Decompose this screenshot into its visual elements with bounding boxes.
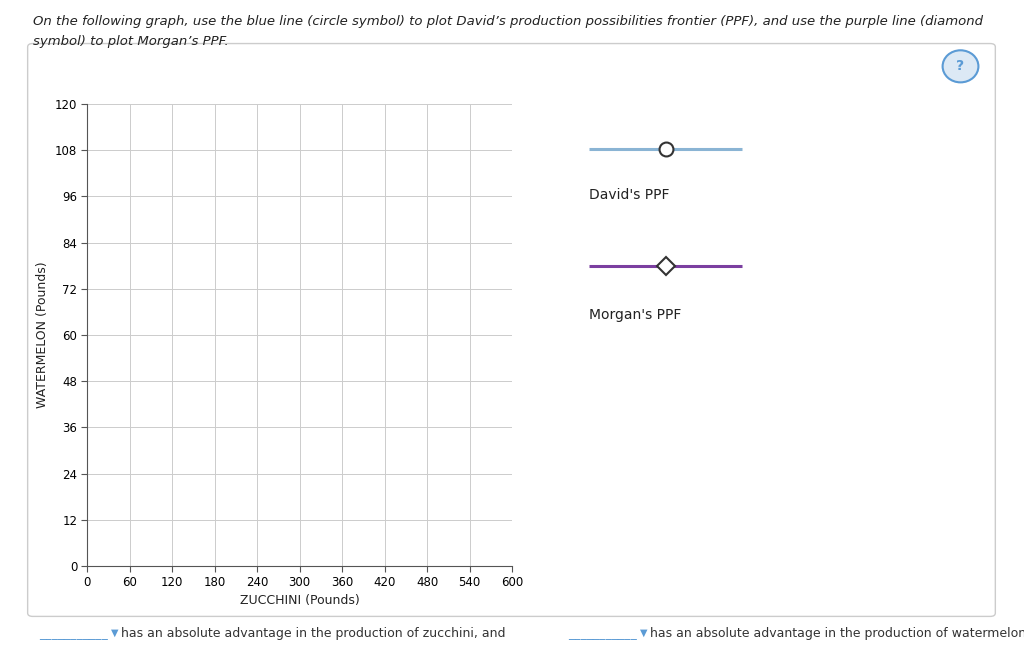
Text: ▼: ▼: [640, 628, 647, 638]
Text: On the following graph, use the blue line (circle symbol) to plot David’s produc: On the following graph, use the blue lin…: [33, 15, 983, 27]
Text: ___________: ___________: [39, 626, 108, 640]
Y-axis label: WATERMELON (Pounds): WATERMELON (Pounds): [37, 262, 49, 408]
Text: symbol) to plot Morgan’s PPF.: symbol) to plot Morgan’s PPF.: [33, 35, 228, 48]
X-axis label: ZUCCHINI (Pounds): ZUCCHINI (Pounds): [240, 594, 359, 608]
Text: has an absolute advantage in the production of watermelon.: has an absolute advantage in the product…: [650, 626, 1024, 640]
Text: ▼: ▼: [111, 628, 118, 638]
Text: ?: ?: [956, 60, 965, 73]
Text: David's PPF: David's PPF: [589, 188, 670, 202]
Text: ___________: ___________: [568, 626, 637, 640]
Circle shape: [943, 50, 978, 82]
Text: Morgan's PPF: Morgan's PPF: [589, 308, 681, 322]
Text: has an absolute advantage in the production of zucchini, and: has an absolute advantage in the product…: [121, 626, 505, 640]
